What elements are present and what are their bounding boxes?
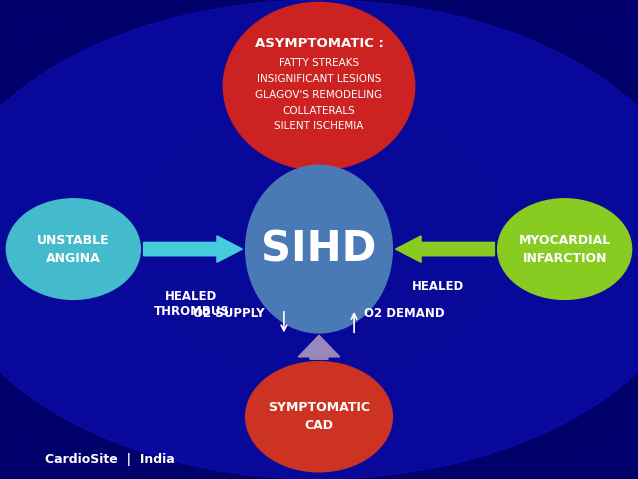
- Text: HEALED: HEALED: [412, 280, 464, 293]
- Text: UNSTABLE
ANGINA: UNSTABLE ANGINA: [37, 234, 110, 264]
- FancyArrow shape: [396, 236, 494, 262]
- Ellipse shape: [246, 165, 392, 333]
- FancyArrow shape: [299, 335, 339, 359]
- Text: ASYMPTOMATIC :: ASYMPTOMATIC :: [255, 36, 383, 50]
- Text: INSIGNIFICANT LESIONS: INSIGNIFICANT LESIONS: [257, 74, 381, 84]
- Ellipse shape: [64, 48, 574, 431]
- Text: FATTY STREAKS: FATTY STREAKS: [279, 58, 359, 68]
- FancyArrow shape: [299, 163, 339, 184]
- Circle shape: [6, 199, 140, 299]
- Circle shape: [246, 362, 392, 472]
- Text: MYOCARDIAL
INFARCTION: MYOCARDIAL INFARCTION: [519, 234, 611, 264]
- Text: O2 SUPPLY: O2 SUPPLY: [193, 307, 265, 320]
- Text: SYMPTOMATIC
CAD: SYMPTOMATIC CAD: [268, 401, 370, 432]
- Ellipse shape: [128, 96, 510, 383]
- Circle shape: [498, 199, 632, 299]
- Text: SIHD: SIHD: [262, 228, 376, 270]
- FancyArrow shape: [144, 236, 242, 262]
- Text: SILENT ISCHEMIA: SILENT ISCHEMIA: [274, 122, 364, 131]
- Text: HEALED
THROMBUS: HEALED THROMBUS: [153, 290, 230, 318]
- Text: COLLATERALS: COLLATERALS: [283, 106, 355, 115]
- Text: GLAGOV'S REMODELING: GLAGOV'S REMODELING: [255, 90, 383, 100]
- Text: O2 DEMAND: O2 DEMAND: [364, 307, 444, 320]
- Ellipse shape: [255, 192, 383, 287]
- Text: CardioSite  |  India: CardioSite | India: [45, 453, 174, 467]
- Ellipse shape: [223, 2, 415, 170]
- Ellipse shape: [191, 144, 447, 335]
